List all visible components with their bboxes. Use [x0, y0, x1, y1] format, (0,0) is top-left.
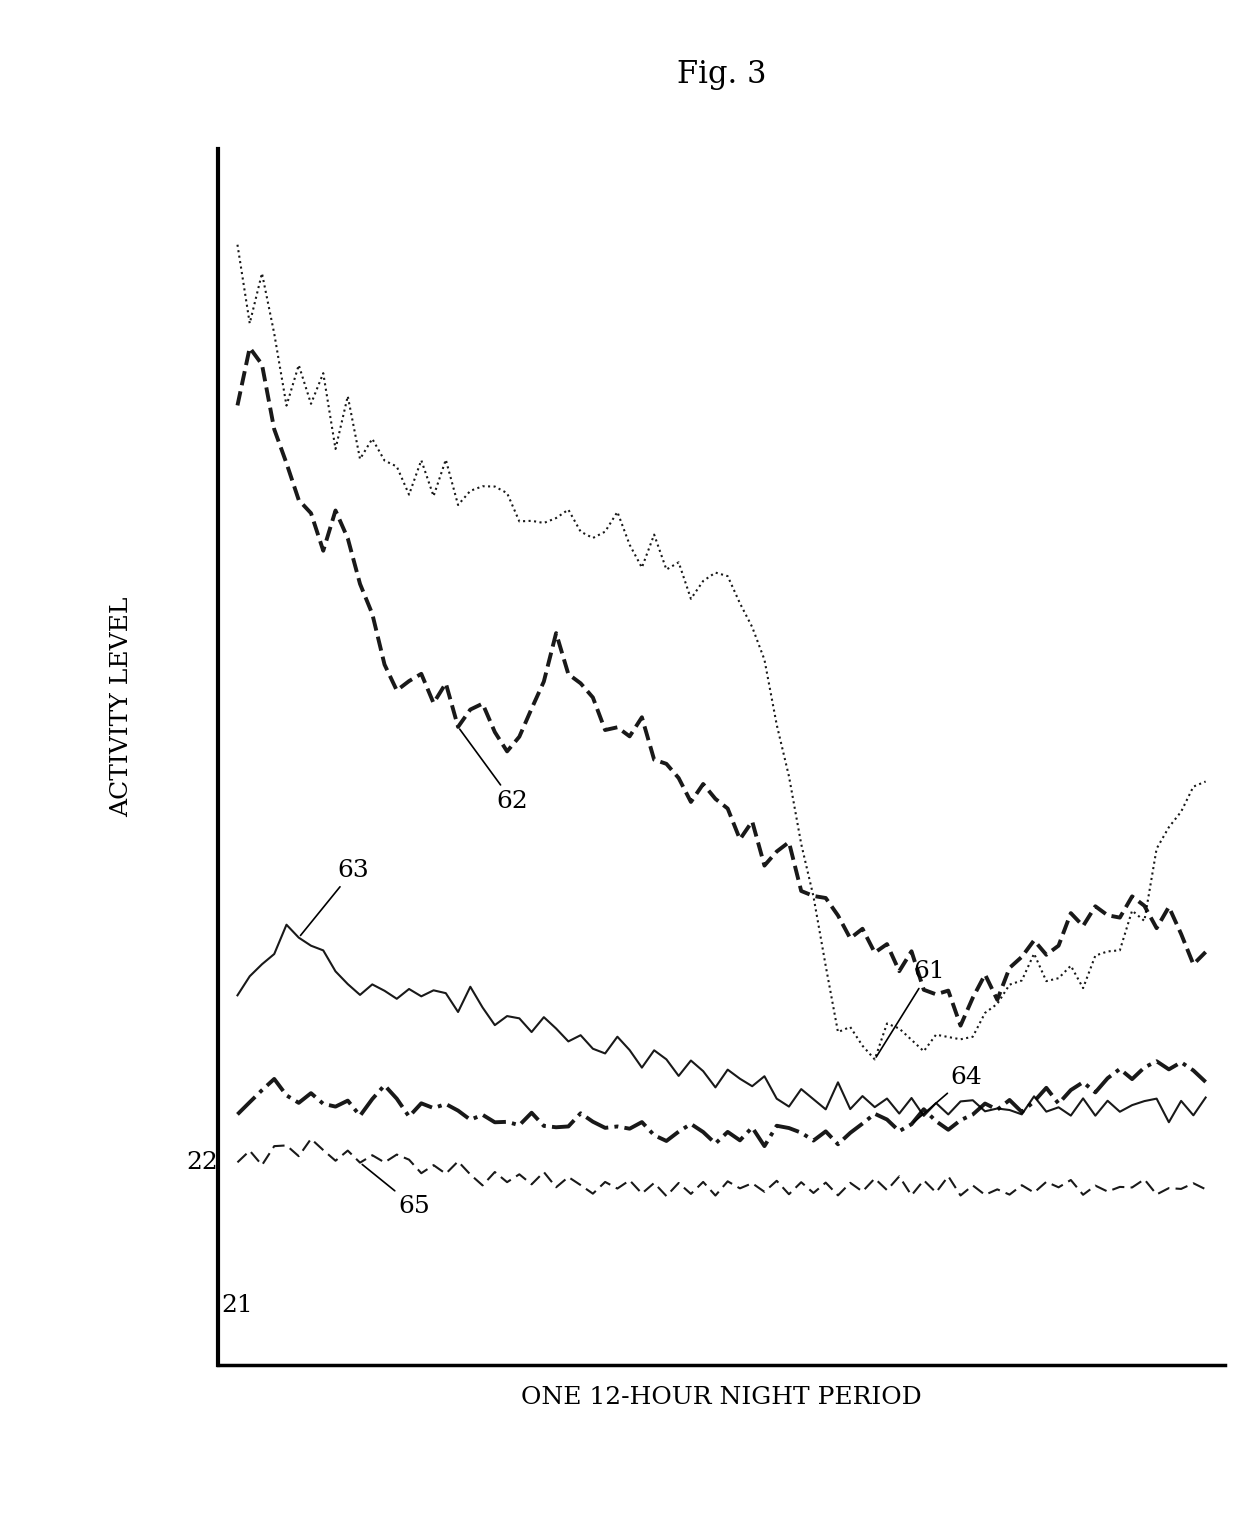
- Text: ACTIVITY LEVEL: ACTIVITY LEVEL: [110, 597, 133, 817]
- Text: 63: 63: [300, 859, 370, 935]
- Text: 22: 22: [186, 1151, 218, 1174]
- X-axis label: ONE 12-HOUR NIGHT PERIOD: ONE 12-HOUR NIGHT PERIOD: [521, 1386, 921, 1409]
- Text: 62: 62: [460, 729, 528, 814]
- Title: Fig. 3: Fig. 3: [677, 59, 766, 91]
- Text: 21: 21: [222, 1294, 253, 1318]
- Text: 64: 64: [914, 1065, 982, 1123]
- Text: 61: 61: [877, 961, 945, 1057]
- Text: 65: 65: [362, 1165, 430, 1218]
